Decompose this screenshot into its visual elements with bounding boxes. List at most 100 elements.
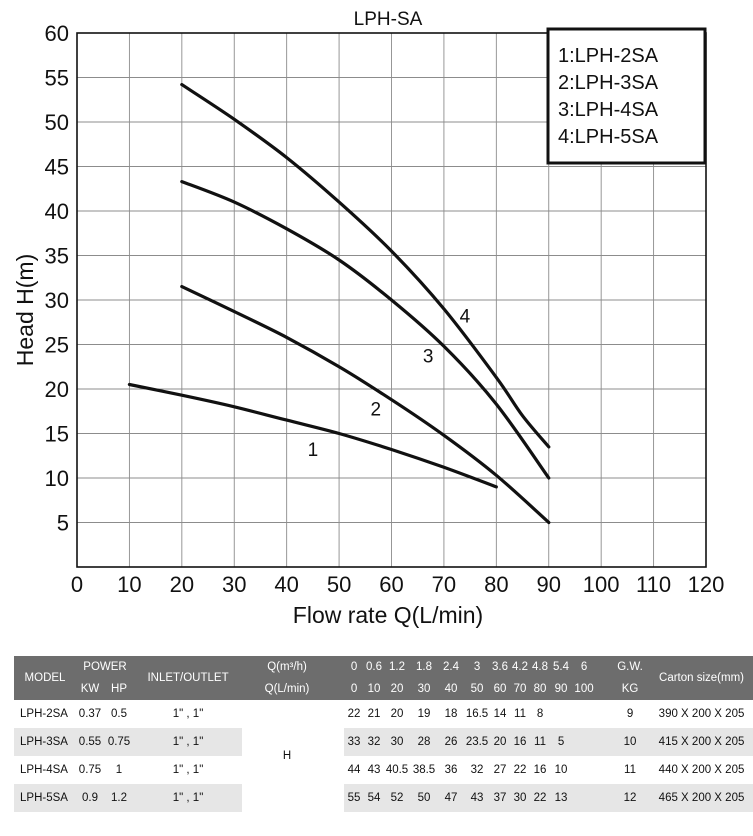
cell-gw: 9 — [610, 700, 651, 728]
cell-hp: 1.2 — [104, 784, 135, 812]
chart-title: LPH-SA — [354, 9, 423, 30]
cell-h: 37 — [490, 784, 511, 812]
x-tick-label: 40 — [274, 572, 298, 597]
cell-gw: 10 — [610, 728, 651, 756]
pump-performance-chart: 5 10 15 20 25 30 35 40 45 50 55 60 0 10 20 30 40 50 60 70 8… — [12, 9, 725, 628]
cell-model: LPH-3SA — [14, 728, 76, 756]
cell-h: 43 — [364, 756, 385, 784]
header-carton: Carton size(mm) — [650, 656, 753, 700]
cell-h: 22 — [344, 700, 365, 728]
cell-hp: 1 — [104, 756, 135, 784]
legend-entry: 1:LPH-2SA — [558, 45, 659, 67]
cell-hp: 0.75 — [104, 728, 135, 756]
x-tick-label: 90 — [537, 572, 561, 597]
header-q-lmin-label: Q(L/min) — [242, 678, 333, 700]
header-q-m3h: 0.6 — [364, 656, 385, 678]
cell-h — [550, 700, 573, 728]
cell-h: 16 — [510, 728, 531, 756]
x-tick-label: 60 — [379, 572, 403, 597]
cell-model: LPH-5SA — [14, 784, 76, 812]
header-q-m3h: 0 — [344, 656, 365, 678]
x-tick-label: 100 — [583, 572, 620, 597]
cell-carton: 465 X 200 X 205 — [650, 784, 753, 812]
cell-h: 14 — [490, 700, 511, 728]
cell-h: 8 — [530, 700, 551, 728]
header-inlet-outlet: INLET/OUTLET — [134, 656, 243, 700]
y-tick-label: 30 — [45, 288, 69, 313]
cell-h: 18 — [438, 700, 465, 728]
cell-h: 30 — [384, 728, 411, 756]
x-tick-label: 0 — [71, 572, 83, 597]
header-q-lmin: 30 — [410, 678, 439, 700]
header-kg: KG — [610, 678, 651, 700]
cell-carton: 440 X 200 X 205 — [650, 756, 753, 784]
x-tick-label: 50 — [327, 572, 351, 597]
cell-h: 11 — [530, 728, 551, 756]
header-model: MODEL — [14, 656, 76, 700]
legend-entry: 4:LPH-5SA — [558, 126, 659, 148]
x-tick-label: 120 — [688, 572, 725, 597]
legend-entry: 3:LPH-4SA — [558, 99, 659, 121]
cell-h: 19 — [410, 700, 439, 728]
header-q-lmin: 60 — [490, 678, 511, 700]
cell-h: 20 — [384, 700, 411, 728]
cell-h: 40.5 — [384, 756, 411, 784]
x-tick-label: 10 — [117, 572, 141, 597]
cell-h: 20 — [490, 728, 511, 756]
cell-h: 47 — [438, 784, 465, 812]
y-tick-label: 15 — [45, 422, 69, 447]
cell-h: 28 — [410, 728, 439, 756]
y-tick-label: 5 — [57, 511, 69, 536]
cell-h-label: H — [242, 728, 333, 784]
x-tick-label: 110 — [636, 572, 671, 597]
cell-carton: 415 X 200 X 205 — [650, 728, 753, 756]
cell-h: 55 — [344, 784, 365, 812]
y-tick-label: 45 — [45, 155, 69, 180]
legend-entry: 2:LPH-3SA — [558, 72, 659, 94]
curve-4 — [180, 83, 551, 449]
cell-h: 32 — [464, 756, 491, 784]
cell-h: 36 — [438, 756, 465, 784]
header-q-lmin: 70 — [510, 678, 531, 700]
legend-box — [546, 27, 707, 165]
cell-carton: 390 X 200 X 205 — [650, 700, 753, 728]
curve-label-4: 4 — [460, 306, 471, 327]
y-tick-label: 25 — [45, 333, 69, 358]
curve-labels: 1 2 3 4 — [308, 306, 471, 461]
x-axis-label: Flow rate Q(L/min) — [293, 602, 483, 628]
cell-h: 44 — [344, 756, 365, 784]
cell-gw: 12 — [610, 784, 651, 812]
header-q-lmin: 20 — [384, 678, 411, 700]
y-tick-label: 60 — [45, 21, 69, 46]
header-q-lmin: 80 — [530, 678, 551, 700]
cell-inlet: 1" , 1" — [134, 784, 243, 812]
cell-model: LPH-2SA — [14, 700, 76, 728]
cell-h: 23.5 — [464, 728, 491, 756]
header-q-lmin: 10 — [364, 678, 385, 700]
curve-label-1: 1 — [308, 440, 319, 461]
cell-kw: 0.9 — [76, 784, 104, 812]
header-q-m3h: 4.2 — [510, 656, 531, 678]
y-tick-label: 35 — [45, 244, 69, 269]
cell-inlet: 1" , 1" — [134, 728, 243, 756]
header-q-lmin: 40 — [438, 678, 465, 700]
cell-h — [572, 756, 597, 784]
cell-h: 10 — [550, 756, 573, 784]
cell-h: 11 — [510, 700, 531, 728]
cell-h: 16.5 — [464, 700, 491, 728]
table-row: LPH-5SA 0.9 1.2 1" , 1" 55 54 52 50 47 4… — [14, 784, 753, 812]
header-q-m3h: 1.2 — [384, 656, 411, 678]
cell-h: 52 — [384, 784, 411, 812]
cell-h: 27 — [490, 756, 511, 784]
header-q-m3h: 1.8 — [410, 656, 439, 678]
y-axis-label: Head H(m) — [12, 254, 38, 366]
y-tick-labels: 5 10 15 20 25 30 35 40 45 50 55 60 — [45, 21, 69, 536]
header-q-m3h-label: Q(m³/h) — [242, 656, 333, 678]
cell-h: 54 — [364, 784, 385, 812]
cell-h: 30 — [510, 784, 531, 812]
cell-h — [572, 728, 597, 756]
cell-kw: 0.75 — [76, 756, 104, 784]
cell-gw: 11 — [610, 756, 651, 784]
cell-h — [572, 700, 597, 728]
curve-1 — [127, 382, 498, 489]
